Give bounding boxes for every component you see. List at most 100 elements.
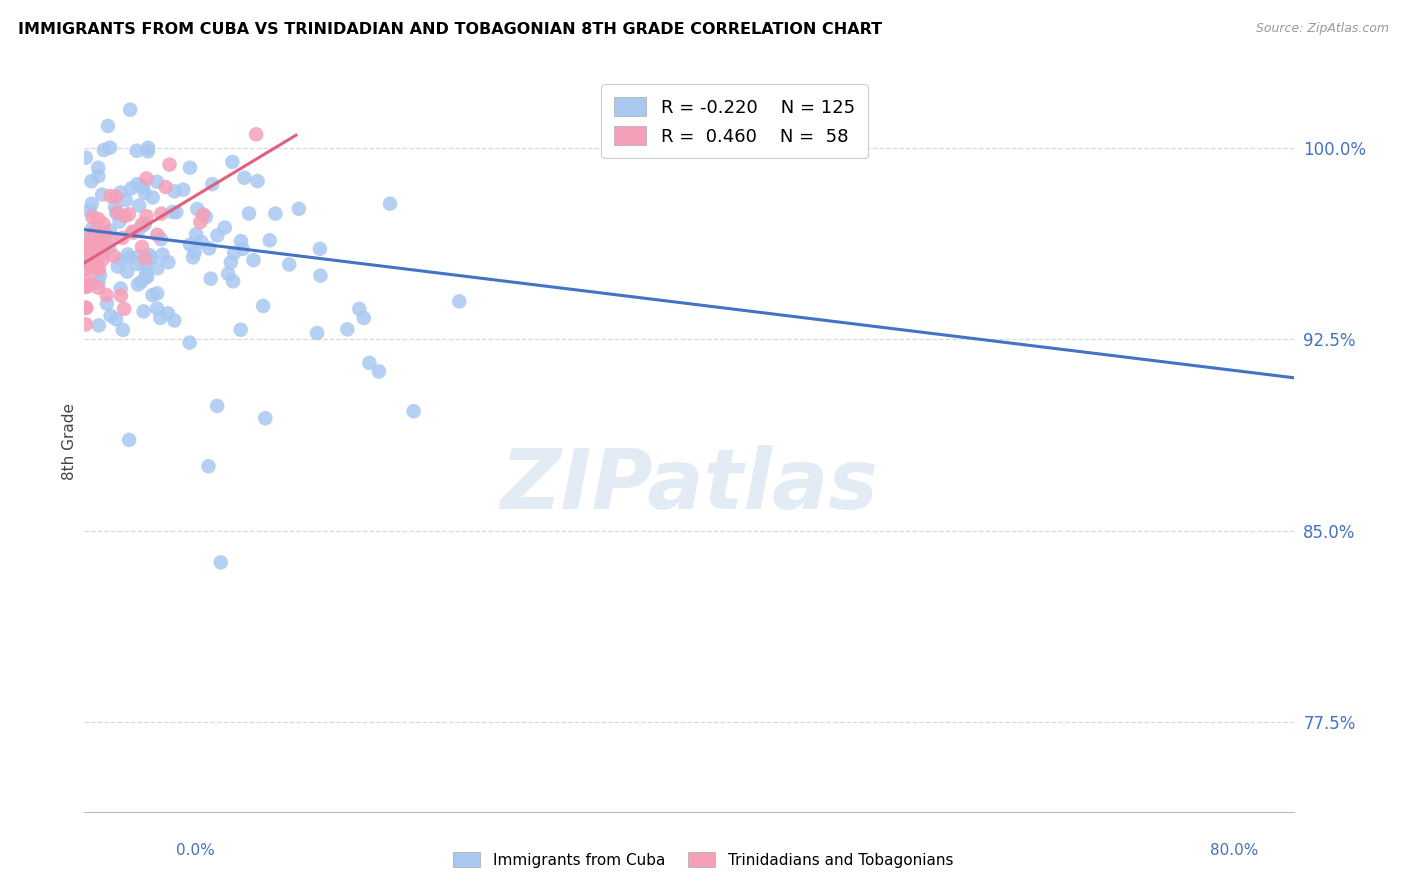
Point	[80, 258, 103, 272]
Y-axis label: 8th Grade: 8th Grade	[62, 403, 77, 480]
Point	[288, 202, 311, 216]
Point	[110, 252, 132, 267]
Point	[162, 205, 184, 219]
Point	[152, 247, 174, 261]
Point	[91, 236, 114, 251]
Point	[98, 241, 121, 255]
Point	[307, 326, 329, 340]
Point	[105, 206, 128, 220]
Point	[135, 171, 157, 186]
Point	[264, 206, 287, 220]
Point	[252, 299, 274, 313]
Point	[309, 268, 332, 283]
Point	[112, 301, 135, 316]
Point	[91, 246, 114, 260]
Point	[172, 183, 194, 197]
Point	[163, 185, 186, 199]
Point	[87, 161, 110, 175]
Point	[197, 459, 219, 474]
Point	[149, 310, 172, 325]
Point	[75, 280, 97, 294]
Point	[86, 257, 108, 271]
Point	[120, 103, 142, 117]
Point	[110, 288, 132, 302]
Point	[205, 399, 228, 413]
Text: IMMIGRANTS FROM CUBA VS TRINIDADIAN AND TOBAGONIAN 8TH GRADE CORRELATION CHART: IMMIGRANTS FROM CUBA VS TRINIDADIAN AND …	[18, 22, 883, 37]
Point	[184, 227, 207, 242]
Point	[110, 186, 132, 200]
Point	[217, 267, 239, 281]
Point	[83, 257, 105, 271]
Point	[224, 246, 246, 260]
Point	[157, 255, 180, 269]
Point	[179, 161, 201, 175]
Point	[179, 335, 201, 350]
Point	[110, 281, 132, 295]
Point	[80, 277, 103, 292]
Point	[125, 144, 148, 158]
Point	[93, 229, 115, 244]
Point	[108, 214, 131, 228]
Point	[75, 318, 97, 332]
Point	[232, 242, 254, 256]
Point	[75, 243, 97, 257]
Point	[134, 270, 156, 285]
Point	[129, 275, 152, 289]
Point	[80, 196, 103, 211]
Point	[146, 261, 169, 276]
Point	[278, 257, 301, 271]
Point	[136, 141, 159, 155]
Point	[84, 261, 107, 276]
Point	[104, 190, 127, 204]
Point	[135, 267, 157, 281]
Point	[359, 356, 381, 370]
Point	[353, 310, 375, 325]
Point	[93, 143, 115, 157]
Point	[96, 288, 118, 302]
Point	[107, 260, 129, 274]
Point	[221, 155, 243, 169]
Point	[214, 220, 236, 235]
Point	[76, 242, 98, 256]
Point	[79, 203, 101, 218]
Point	[82, 210, 104, 224]
Point	[111, 231, 134, 245]
Point	[155, 180, 177, 194]
Point	[96, 296, 118, 310]
Point	[184, 245, 207, 260]
Point	[98, 224, 121, 238]
Point	[128, 198, 150, 212]
Point	[200, 271, 222, 285]
Point	[115, 265, 138, 279]
Point	[91, 252, 114, 267]
Point	[134, 258, 156, 272]
Point	[229, 323, 252, 337]
Point	[229, 234, 252, 248]
Point	[83, 229, 105, 244]
Point	[146, 286, 169, 301]
Point	[201, 177, 224, 191]
Legend: R = -0.220    N = 125, R =  0.460    N =  58: R = -0.220 N = 125, R = 0.460 N = 58	[602, 84, 868, 158]
Point	[134, 186, 156, 200]
Point	[245, 128, 267, 142]
Point	[76, 235, 98, 249]
Point	[142, 190, 165, 204]
Point	[87, 275, 110, 289]
Point	[209, 555, 232, 569]
Point	[121, 225, 143, 239]
Point	[188, 215, 211, 229]
Text: 0.0%: 0.0%	[176, 843, 215, 858]
Point	[87, 262, 110, 277]
Point	[259, 233, 281, 247]
Point	[90, 237, 112, 252]
Point	[156, 306, 179, 320]
Point	[75, 270, 97, 285]
Point	[87, 169, 110, 183]
Point	[179, 237, 201, 252]
Point	[89, 268, 111, 283]
Point	[100, 189, 122, 203]
Point	[103, 249, 125, 263]
Point	[198, 242, 221, 256]
Point	[125, 257, 148, 271]
Point	[349, 301, 371, 316]
